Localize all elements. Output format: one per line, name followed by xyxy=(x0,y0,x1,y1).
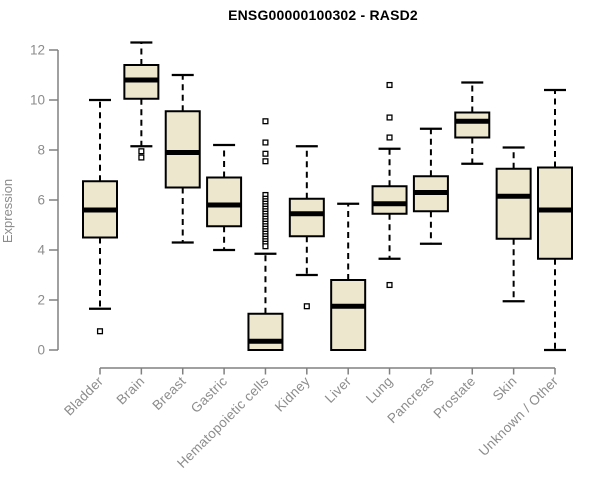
outlier-point xyxy=(386,81,393,89)
outlier-point xyxy=(96,328,104,335)
outlier-point xyxy=(386,114,393,121)
median-line xyxy=(331,303,366,309)
chart-title: ENSG00000100302 - RASD2 xyxy=(228,7,418,23)
box-pancreas xyxy=(412,127,449,245)
median-line xyxy=(248,338,283,344)
outlier-point xyxy=(138,148,145,155)
median-line xyxy=(289,211,324,217)
y-tick-label: 12 xyxy=(30,43,45,58)
y-tick-label: 4 xyxy=(37,243,45,258)
iqr-box xyxy=(537,166,573,260)
box-gastric xyxy=(206,143,243,252)
outlier-point xyxy=(262,158,269,165)
outlier-point xyxy=(262,139,269,146)
box-bladder xyxy=(82,98,118,335)
x-category-label: Unknown / Other xyxy=(476,373,562,459)
outlier-point xyxy=(262,243,269,250)
box-kidney xyxy=(288,145,325,310)
iqr-box xyxy=(454,111,491,139)
median-line xyxy=(165,150,200,155)
box-hematopoietic-cells xyxy=(247,118,284,351)
outlier-point xyxy=(138,154,145,161)
median-line xyxy=(455,118,490,124)
x-category-label: Prostate xyxy=(431,374,479,422)
box-lung xyxy=(371,81,408,289)
box-skin xyxy=(495,146,532,303)
x-category-label: Liver xyxy=(322,373,355,406)
iqr-box xyxy=(495,167,532,240)
y-tick-label: 0 xyxy=(37,343,45,358)
box-brain xyxy=(123,41,160,161)
median-line xyxy=(124,77,159,83)
x-category-label: Brain xyxy=(114,374,148,408)
box-unknown-other xyxy=(537,88,573,352)
x-category-label: Lung xyxy=(363,374,396,407)
median-line xyxy=(83,207,117,213)
y-tick-label: 10 xyxy=(30,93,45,108)
x-category-label: Kidney xyxy=(272,374,313,415)
y-tick-label: 6 xyxy=(37,193,45,208)
outlier-point xyxy=(386,134,393,141)
y-tick-label: 8 xyxy=(37,143,45,158)
x-category-label: Skin xyxy=(490,374,520,404)
outlier-point xyxy=(262,118,269,125)
outlier-point xyxy=(262,150,269,157)
box-prostate xyxy=(454,81,491,165)
iqr-box xyxy=(330,279,367,351)
median-line xyxy=(372,201,407,207)
outlier-point xyxy=(303,303,310,310)
median-line xyxy=(538,207,572,213)
box-liver xyxy=(330,202,367,351)
iqr-box xyxy=(247,312,284,351)
x-category-label: Breast xyxy=(149,374,188,413)
box-breast xyxy=(164,73,201,244)
median-line xyxy=(207,202,242,208)
outlier-point xyxy=(386,281,393,289)
x-category-label: Bladder xyxy=(61,373,106,418)
y-tick-label: 2 xyxy=(37,293,45,308)
median-line xyxy=(413,190,448,195)
iqr-box xyxy=(371,185,408,215)
iqr-box xyxy=(288,197,325,238)
median-line xyxy=(496,193,531,199)
iqr-box xyxy=(164,110,201,189)
iqr-box xyxy=(206,176,243,228)
